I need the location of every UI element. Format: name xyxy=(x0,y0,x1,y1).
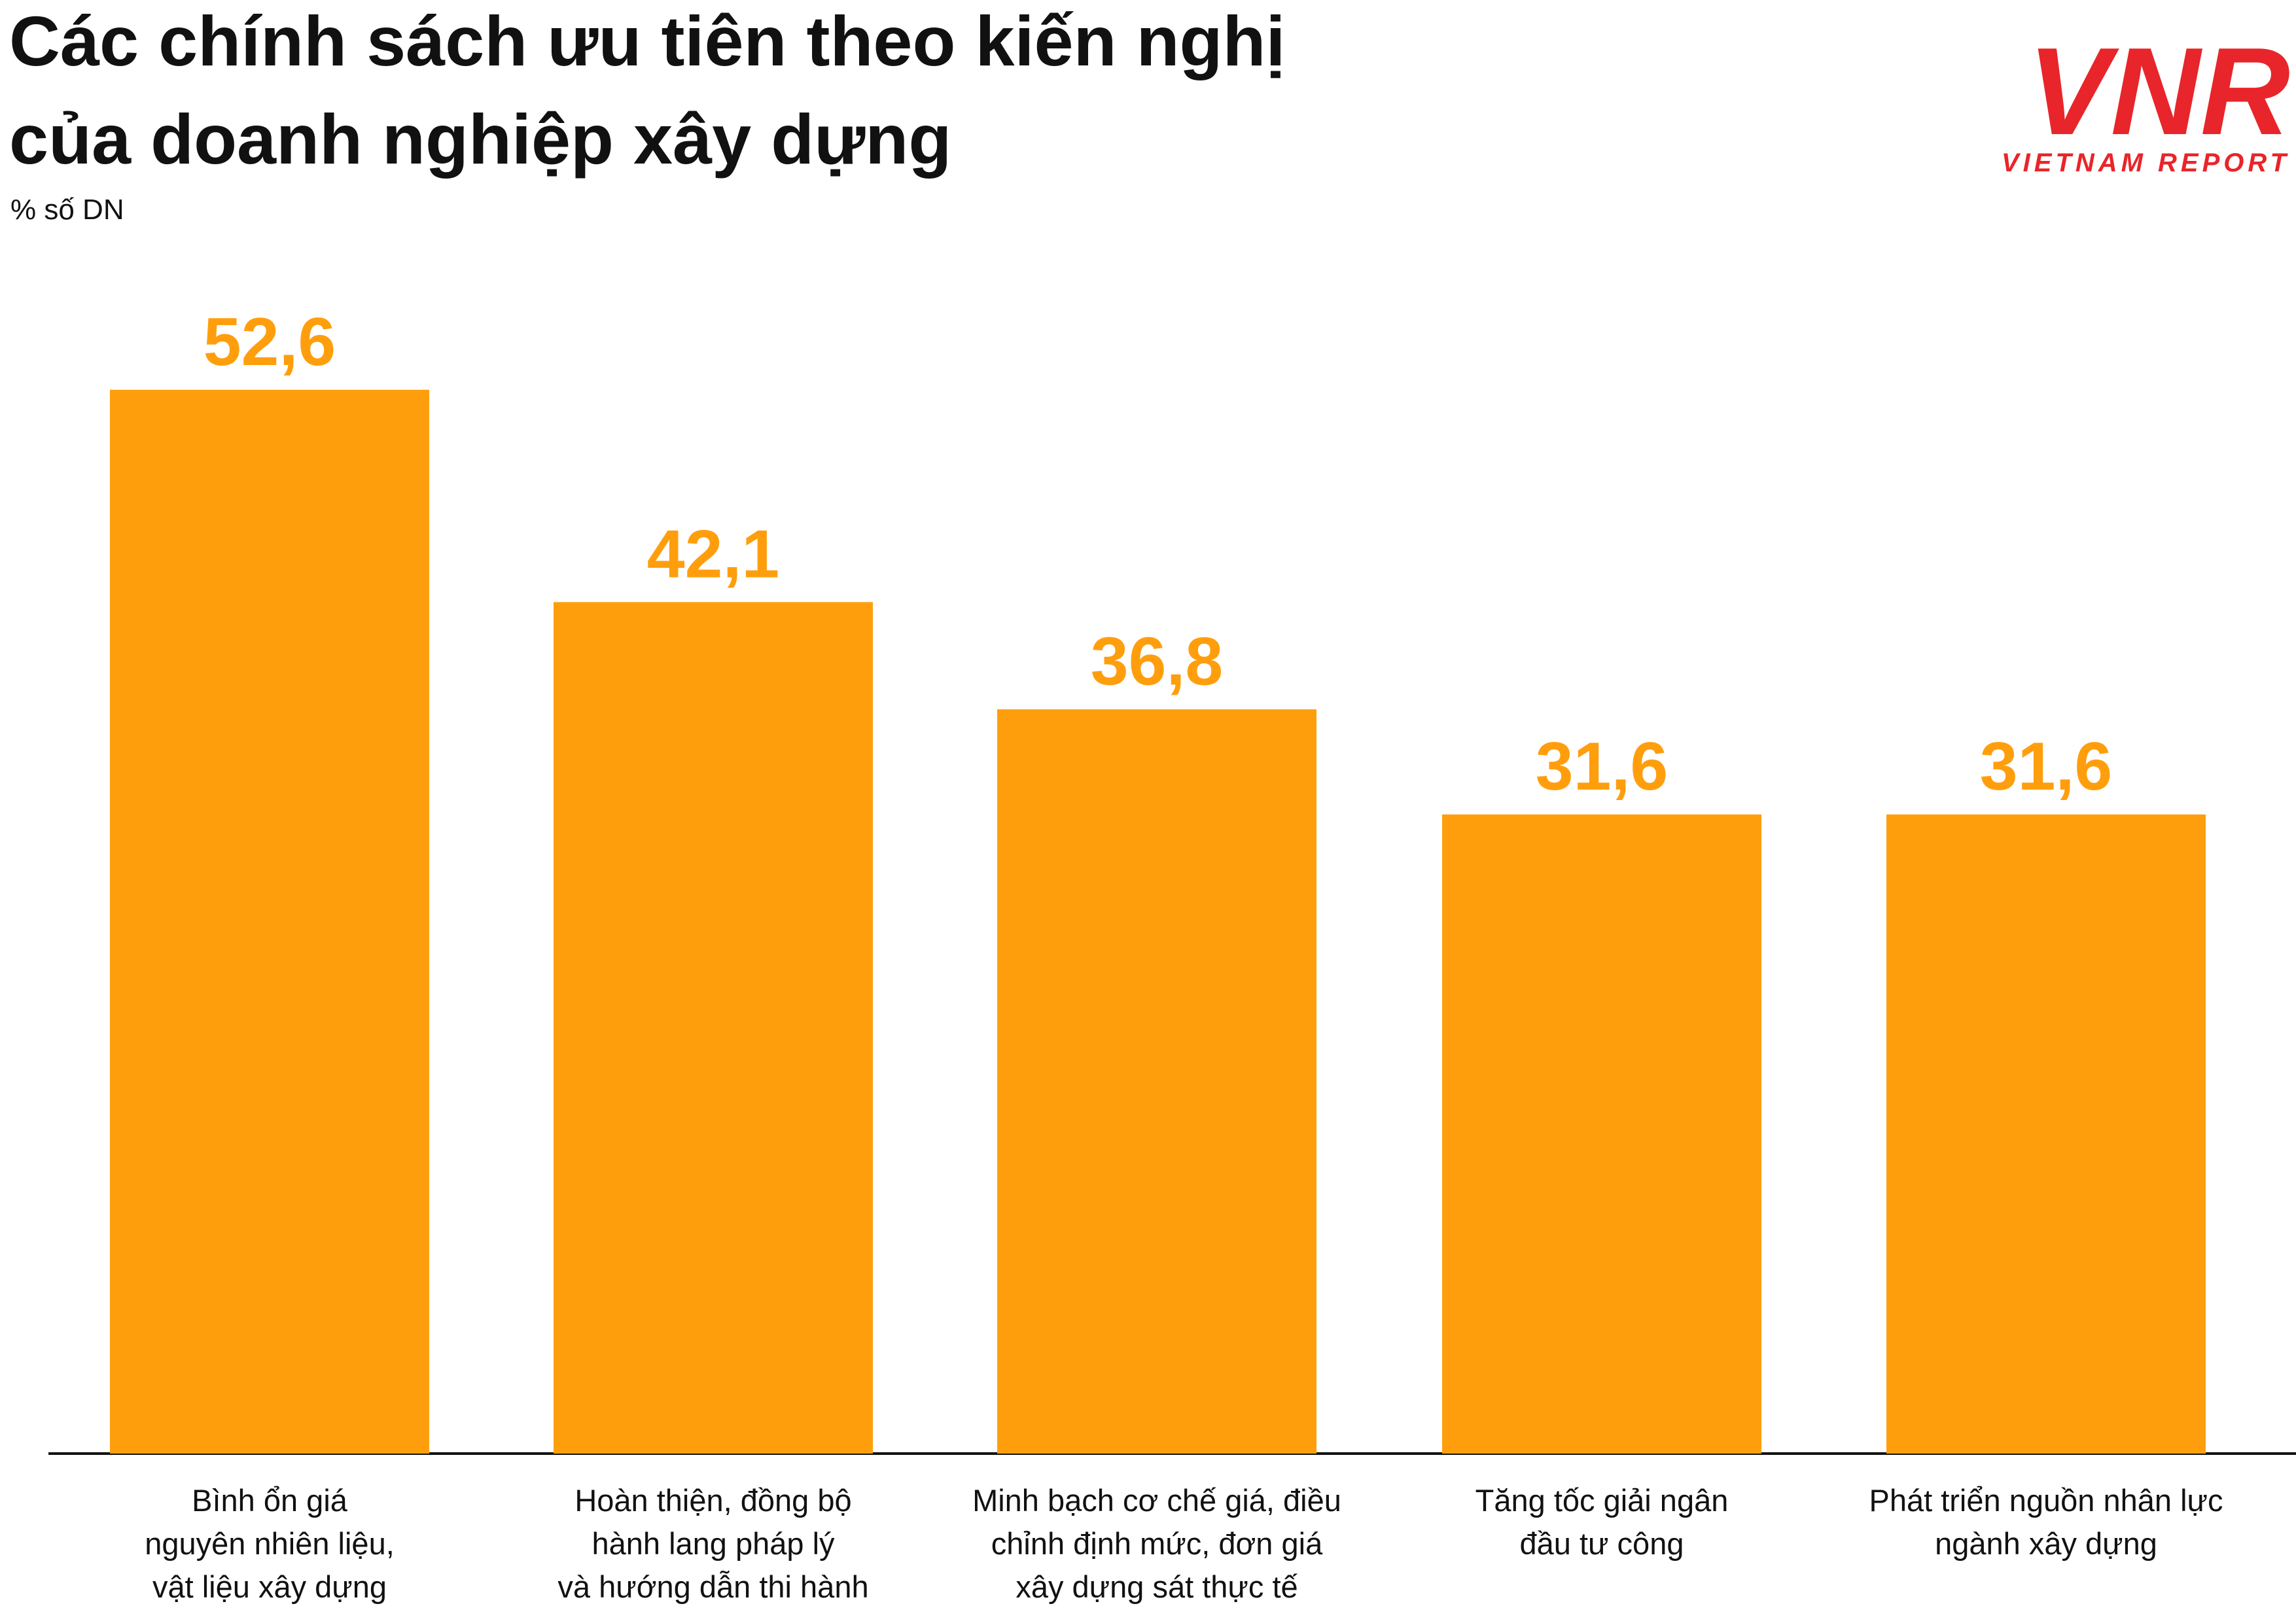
bar xyxy=(1886,814,2206,1454)
logo: VNR VIETNAM REPORT xyxy=(2002,22,2290,177)
value-label: 31,6 xyxy=(1536,729,1668,805)
x-tick-label: đầu tư công xyxy=(1520,1526,1684,1561)
x-tick-label: hành lang pháp lý xyxy=(592,1526,835,1561)
logo-text: VIETNAM REPORT xyxy=(2002,148,2290,177)
bar xyxy=(997,709,1316,1454)
value-label: 36,8 xyxy=(1091,623,1223,699)
x-tick-label: nguyên nhiên liệu, xyxy=(145,1526,395,1561)
x-tick-label: vật liệu xây dựng xyxy=(152,1569,387,1604)
logo-mark: VNR xyxy=(2028,22,2290,161)
chart-subtitle: % số DN xyxy=(10,194,124,226)
x-tick-label: Phát triển nguồn nhân lực xyxy=(1869,1483,2223,1518)
x-tick-label: Tăng tốc giải ngân xyxy=(1475,1483,1729,1518)
bar xyxy=(1442,814,1761,1454)
bar xyxy=(110,389,429,1454)
value-label: 31,6 xyxy=(1980,729,2112,805)
bar xyxy=(554,602,873,1454)
x-tick-label: Bình ổn giá xyxy=(192,1483,348,1518)
x-tick-label: ngành xây dựng xyxy=(1935,1526,2157,1561)
x-tick-label: Minh bạch cơ chế giá, điều xyxy=(972,1483,1341,1518)
chart-title: của doanh nghiệp xây dựng xyxy=(9,99,951,179)
x-tick-label: chỉnh định mức, đơn giá xyxy=(991,1526,1323,1561)
x-tick-label: xây dựng sát thực tế xyxy=(1016,1569,1298,1604)
chart-title: Các chính sách ưu tiên theo kiến nghị xyxy=(9,1,1286,80)
value-label: 52,6 xyxy=(203,304,336,380)
x-tick-label: và hướng dẫn thi hành xyxy=(557,1569,868,1604)
x-tick-label: Hoàn thiện, đồng bộ xyxy=(574,1483,851,1518)
value-label: 42,1 xyxy=(647,516,779,592)
